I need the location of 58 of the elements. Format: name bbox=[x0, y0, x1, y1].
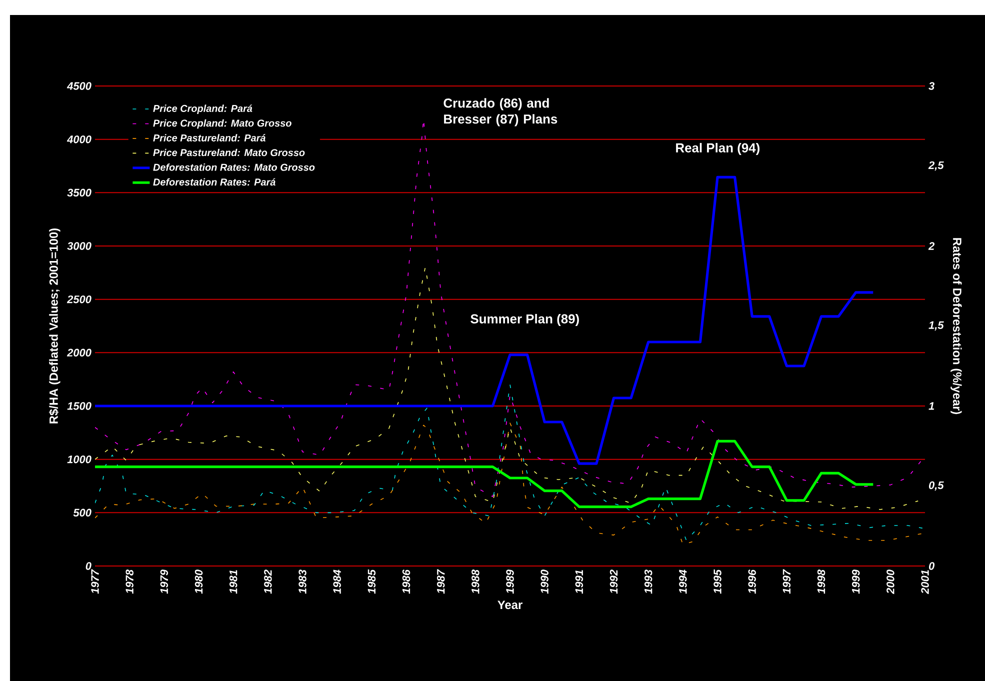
y2-axis-title: Rates of Deforestation (%/year) bbox=[950, 238, 962, 414]
y-tick-label: 0 bbox=[86, 562, 92, 570]
y2-tick-label: 1,5 bbox=[928, 321, 944, 331]
x-tick-label: 1988 bbox=[472, 570, 480, 594]
x-tick-label: 1994 bbox=[679, 570, 687, 594]
y-axis-title: R$/HA (Deflated Values; 2001=100) bbox=[48, 228, 60, 424]
y2-tick-label: 1 bbox=[928, 402, 934, 410]
y-tick-label: 3500 bbox=[67, 188, 92, 197]
x-tick-label: 1980 bbox=[194, 570, 203, 594]
y2-tick-label: 2,5 bbox=[928, 161, 944, 171]
x-tick-label: 1981 bbox=[229, 570, 238, 594]
x-tick-label: 1982 bbox=[264, 570, 272, 594]
x-tick-label: 1987 bbox=[436, 569, 445, 594]
y-tick-label: 3000 bbox=[67, 242, 92, 250]
line-series bbox=[95, 384, 926, 541]
x-tick-label: 1989 bbox=[506, 570, 514, 594]
x-axis-title: Year bbox=[498, 600, 522, 610]
y2-tick-label: 0,5 bbox=[928, 481, 944, 491]
y2-tick-label: 3 bbox=[928, 82, 934, 90]
x-tick-label: 1977 bbox=[91, 569, 99, 594]
x-tick-label: 1985 bbox=[368, 569, 376, 594]
x-tick-label: 1986 bbox=[402, 569, 410, 594]
y-tick-label: 4000 bbox=[66, 135, 92, 144]
x-tick-label: 1999 bbox=[852, 570, 860, 594]
legend-label: Price Pastureland: Mato Grosso bbox=[153, 148, 305, 156]
x-tick-label: 1983 bbox=[298, 570, 306, 594]
x-tick-label: 1997 bbox=[782, 569, 791, 594]
x-tick-label: 1992 bbox=[610, 570, 618, 594]
y-tick-label: 2500 bbox=[66, 295, 92, 304]
x-tick-label: 1984 bbox=[333, 570, 341, 594]
line-series bbox=[95, 266, 918, 510]
legend-label: Price Cropland: Mato Grosso bbox=[153, 119, 292, 129]
legend-label: Deforestation Rates: Mato Grosso bbox=[153, 164, 315, 171]
legend-label: Price Pastureland: Pará bbox=[153, 134, 266, 142]
annotation: Real Plan (94) bbox=[676, 142, 760, 156]
y-tick-label: 500 bbox=[73, 508, 92, 517]
y-tick-label: 1000 bbox=[67, 455, 92, 464]
y-tick-label: 4500 bbox=[66, 82, 92, 90]
annotation: Summer Plan (89) bbox=[470, 314, 579, 326]
legend-label: Price Cropland: Pará bbox=[153, 104, 252, 114]
x-tick-label: 1978 bbox=[126, 570, 134, 594]
x-tick-label: 1995 bbox=[714, 569, 722, 594]
x-tick-label: 1991 bbox=[575, 570, 584, 594]
annotation: Cruzado (86) and Bresser (87) Plans bbox=[444, 98, 558, 126]
y2-tick-label: 0 bbox=[928, 562, 935, 570]
x-tick-label: 1998 bbox=[817, 570, 826, 594]
line-series bbox=[95, 176, 874, 465]
x-tick-label: 2001 bbox=[921, 570, 929, 594]
x-tick-label: 1979 bbox=[160, 570, 168, 594]
legend-label: Deforestation Rates: Pará bbox=[153, 178, 276, 186]
y2-tick-label: 2 bbox=[928, 242, 935, 250]
x-tick-label: 1990 bbox=[540, 570, 548, 594]
y-tick-label: 2000 bbox=[66, 348, 92, 357]
x-tick-label: 1993 bbox=[644, 570, 652, 594]
x-tick-label: 1996 bbox=[748, 569, 756, 594]
y-tick-label: 1500 bbox=[67, 402, 92, 410]
x-tick-label: 2000 bbox=[886, 570, 894, 594]
line-series bbox=[95, 440, 874, 508]
